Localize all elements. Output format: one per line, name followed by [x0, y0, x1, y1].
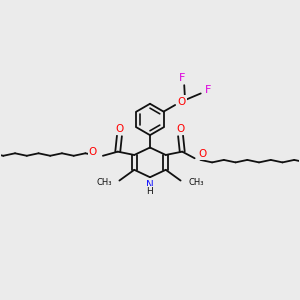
- Text: O: O: [89, 148, 97, 158]
- Text: O: O: [199, 149, 207, 159]
- Text: O: O: [115, 124, 124, 134]
- Text: O: O: [178, 97, 186, 107]
- Text: F: F: [178, 73, 185, 83]
- Text: H: H: [147, 187, 153, 196]
- Text: CH₃: CH₃: [97, 178, 112, 187]
- Text: O: O: [176, 124, 185, 134]
- Text: N: N: [146, 180, 154, 190]
- Text: F: F: [205, 85, 211, 95]
- Text: CH₃: CH₃: [188, 178, 203, 187]
